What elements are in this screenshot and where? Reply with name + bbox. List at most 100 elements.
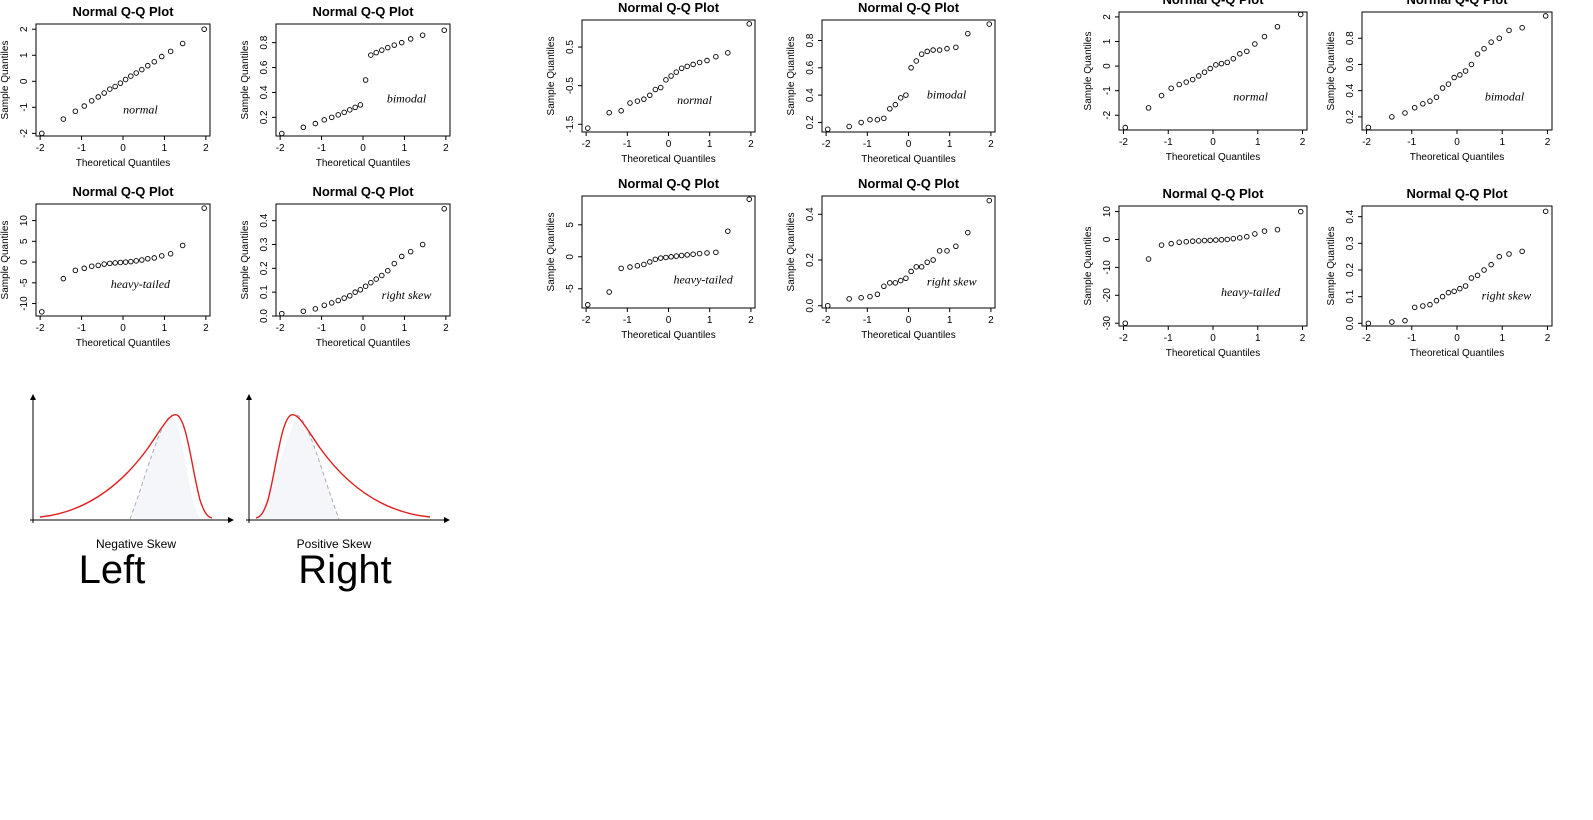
x-axis-label: Theoretical Quantiles [861, 154, 956, 165]
x-axis-label: Theoretical Quantiles [316, 338, 411, 349]
y-tick-label: 0.0 [805, 298, 816, 312]
x-tick-label: -1 [1164, 137, 1173, 148]
point [1158, 92, 1165, 99]
x-tick-label: 0 [666, 315, 672, 326]
point [684, 63, 690, 70]
point [684, 252, 690, 258]
point [673, 69, 680, 75]
y-tick-label: 0.4 [805, 207, 816, 221]
point [913, 264, 920, 270]
point [746, 21, 752, 27]
y-axis-label: Sample Quantiles [786, 37, 797, 116]
x-tick-label: -2 [822, 315, 831, 326]
point [112, 83, 118, 90]
point [1224, 59, 1231, 66]
x-tick-label: -2 [1119, 333, 1128, 344]
x-tick-label: 0 [360, 323, 366, 334]
point [60, 275, 67, 282]
y-tick-label: 10 [1102, 206, 1113, 218]
y-tick-label: 5 [19, 238, 30, 244]
chart-title: Normal Q-Q Plot [72, 184, 174, 199]
point [357, 287, 364, 293]
x-tick-label: 0 [1210, 137, 1216, 148]
caption: Negative Skew [96, 537, 176, 551]
x-tick-label: -1 [1407, 333, 1416, 344]
point [725, 228, 731, 234]
point [746, 196, 752, 202]
x-tick-label: -1 [317, 323, 326, 334]
point [1468, 275, 1475, 281]
x-tick-label: 2 [1300, 333, 1306, 344]
qq-plot: Normal Q-Q Plot Theoretical Quantiles Samp… [1326, 0, 1553, 163]
x-axis-label: Theoretical Quantiles [76, 158, 171, 169]
point [328, 114, 335, 121]
point [362, 77, 369, 83]
y-axis-label: Sample Quantiles [546, 37, 557, 116]
x-tick-label: 2 [748, 139, 754, 150]
qq-plot: Normal Q-Q Plot Theoretical Quantiles Samp… [546, 176, 756, 341]
x-axis-label: Theoretical Quantiles [621, 330, 716, 341]
point [335, 297, 341, 304]
y-tick-label: -2 [1102, 110, 1113, 119]
x-tick-label: 1 [402, 143, 408, 154]
x-axis-label: Theoretical Quantiles [1166, 152, 1261, 163]
point [362, 283, 369, 289]
y-axis-label: Sample Quantiles [1326, 227, 1337, 306]
point [128, 258, 134, 265]
point [1122, 124, 1129, 131]
y-tick-label: 0.8 [805, 33, 816, 47]
point [1506, 251, 1512, 257]
point [179, 40, 186, 47]
x-tick-label: -2 [36, 143, 45, 154]
point [335, 112, 341, 118]
point [881, 115, 887, 122]
point [1189, 238, 1196, 244]
point [903, 275, 909, 282]
x-tick-label: 1 [707, 139, 713, 150]
point [1145, 105, 1152, 111]
point [81, 265, 88, 272]
point [867, 116, 873, 123]
point [1168, 240, 1174, 247]
point [618, 108, 624, 114]
y-tick-label: 10 [19, 215, 30, 227]
chart-title: Normal Q-Q Plot [1162, 186, 1264, 201]
point [918, 51, 925, 57]
shade [258, 415, 339, 519]
point [379, 272, 385, 279]
point [1427, 98, 1433, 104]
point [606, 289, 612, 295]
x-tick-label: 2 [988, 315, 994, 326]
point [657, 84, 664, 91]
point [1462, 283, 1469, 289]
annotation: right skew [382, 288, 432, 302]
point [1496, 35, 1503, 41]
point [965, 229, 971, 236]
point [347, 107, 353, 113]
point [881, 283, 887, 290]
y-tick-label: 0.0 [259, 309, 270, 323]
point [627, 100, 633, 106]
point [1389, 114, 1395, 120]
point [279, 130, 285, 137]
point [1218, 60, 1225, 67]
point [1420, 303, 1426, 309]
chart-title: Normal Q-Q Plot [1162, 0, 1264, 7]
point [652, 256, 659, 263]
point [1481, 45, 1487, 52]
chart-title: Normal Q-Q Plot [618, 0, 720, 15]
point [887, 106, 893, 112]
x-tick-label: 1 [1255, 333, 1261, 344]
point [725, 50, 731, 56]
point [713, 53, 719, 60]
y-axis-label: Sample Quantiles [0, 41, 11, 120]
point [696, 59, 703, 66]
point [347, 292, 353, 299]
point [627, 264, 633, 270]
chart-title: Normal Q-Q Plot [858, 176, 960, 191]
point [641, 261, 647, 268]
x-tick-label: 0 [120, 323, 126, 334]
point [652, 86, 659, 93]
